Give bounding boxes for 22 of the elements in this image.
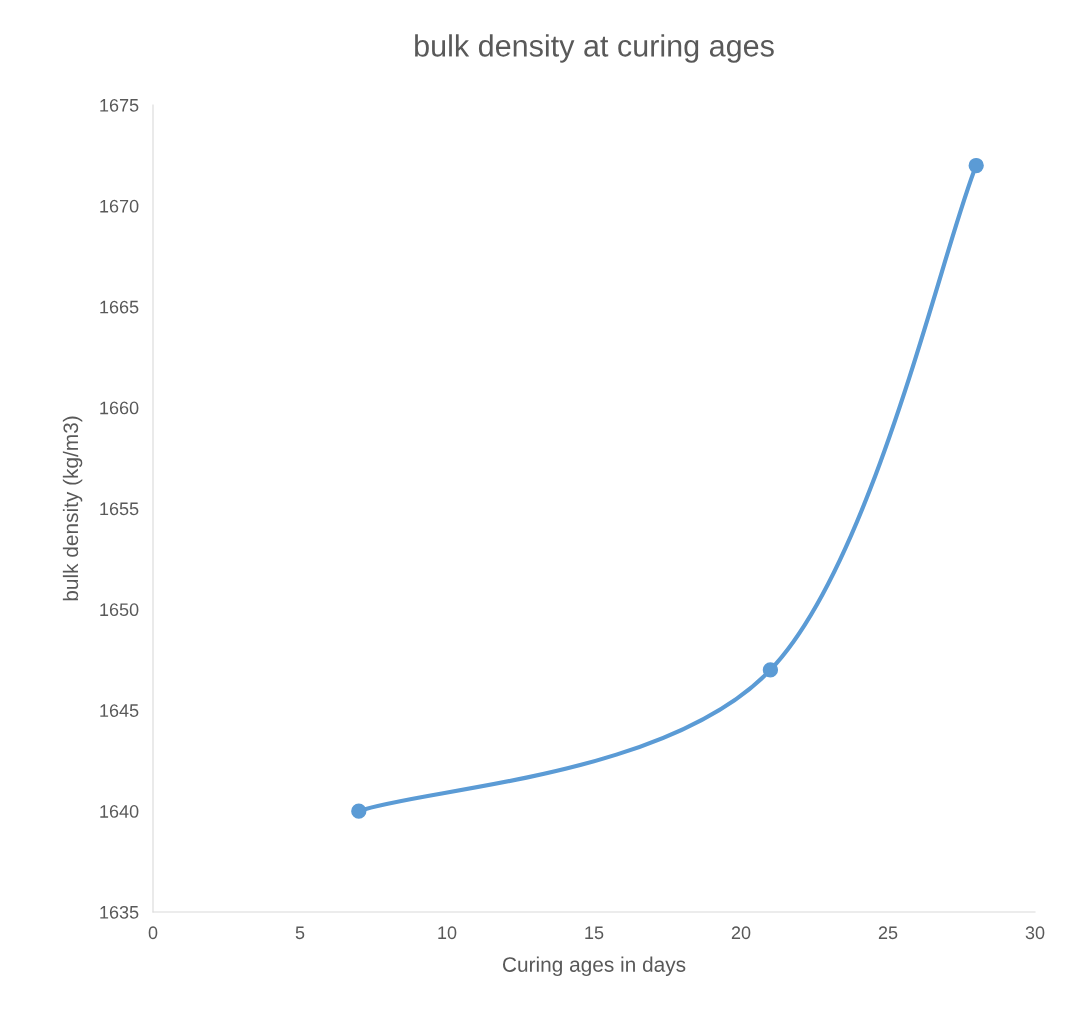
point xyxy=(762,662,779,678)
chart-title: bulk density at curing ages xyxy=(415,34,774,63)
point xyxy=(968,157,984,174)
y-tick-label: 1635 xyxy=(100,905,139,919)
x-tick-label: 30 xyxy=(1025,926,1045,940)
y-tick-label: 1640 xyxy=(100,805,139,818)
x-tick-label: 25 xyxy=(878,926,898,940)
x-tick-label: 20 xyxy=(731,926,751,940)
x-tick-label: 15 xyxy=(585,926,604,940)
y-tick-label: 1665 xyxy=(100,300,139,314)
x-tick-label: 5 xyxy=(295,926,305,940)
x-axis-title: Curing ages in days xyxy=(503,956,686,977)
y-tick-label: 1655 xyxy=(100,502,139,516)
x-tick-label: 10 xyxy=(438,926,457,940)
y-tick-label: 1675 xyxy=(100,98,139,112)
x-tick-label: 0 xyxy=(148,926,158,940)
y-axis-title: bulk density (kg/m3) xyxy=(62,416,83,601)
y-tick-label: 1645 xyxy=(100,704,139,717)
point xyxy=(351,803,367,819)
y-tick-label: 1650 xyxy=(100,603,139,617)
y-tick-label: 1670 xyxy=(100,199,139,213)
y-tick-label: 1660 xyxy=(100,401,139,415)
